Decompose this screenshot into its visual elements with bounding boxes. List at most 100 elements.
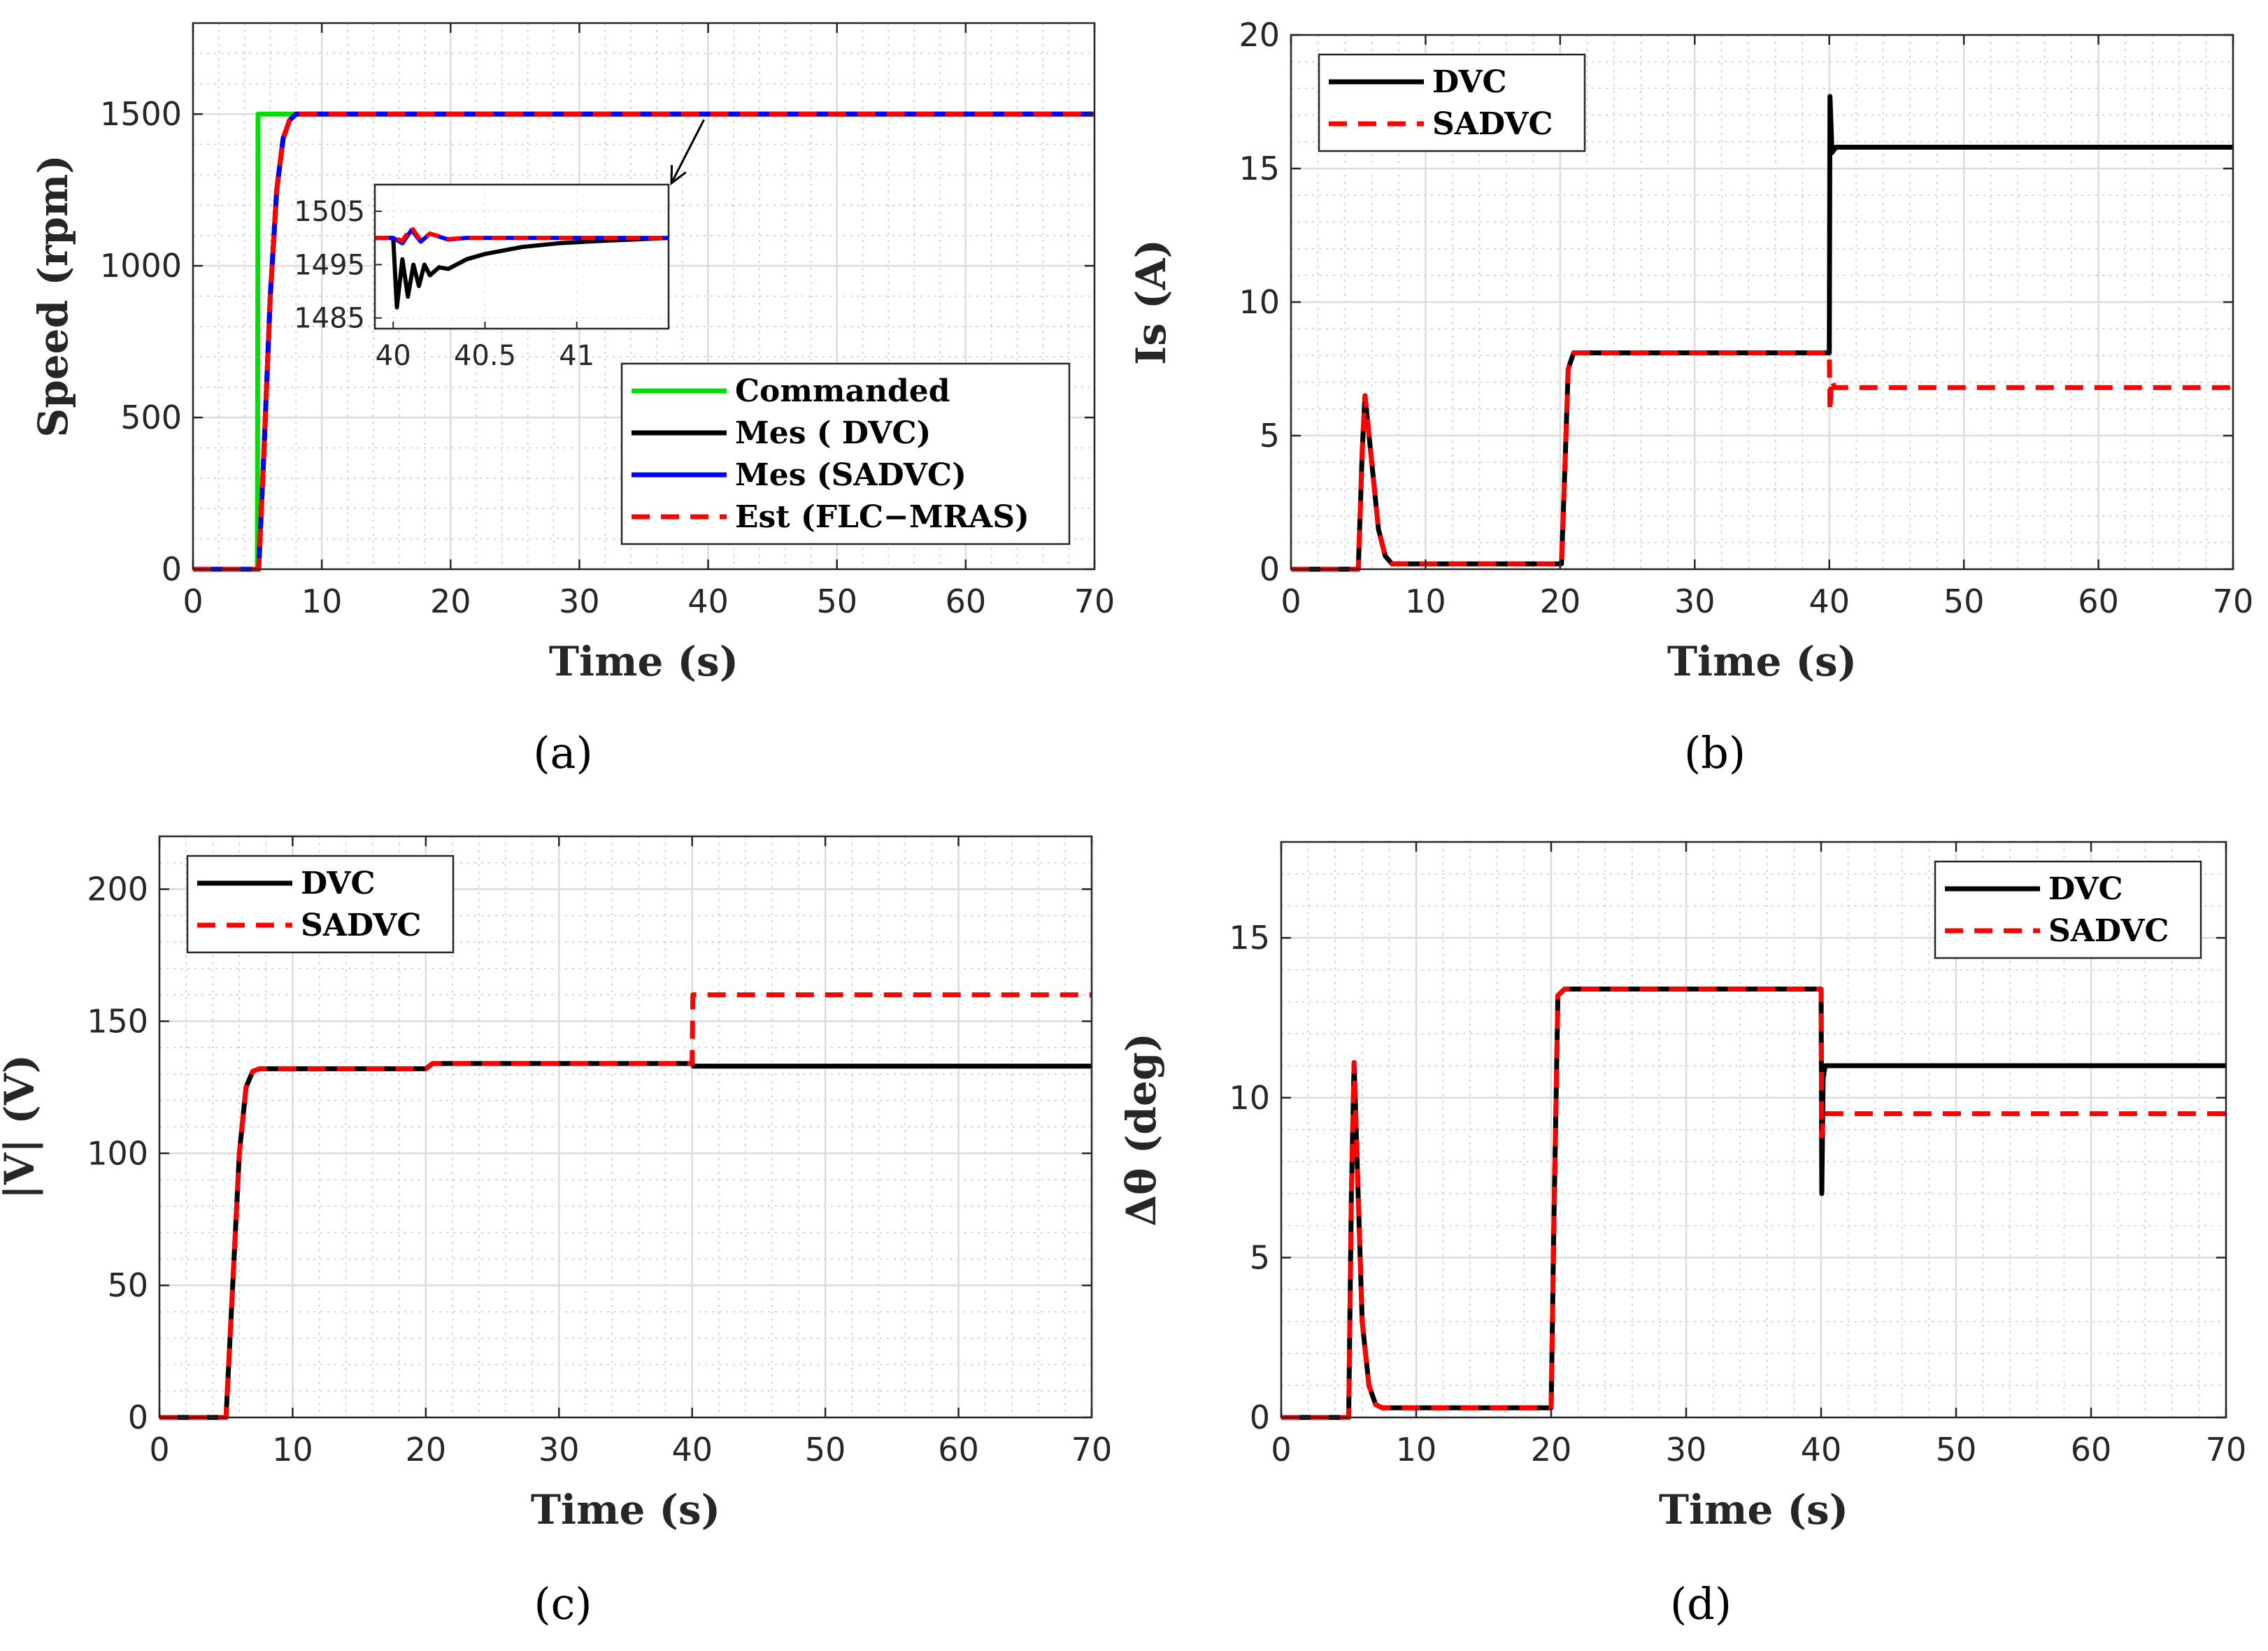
series-line-SADVC	[159, 992, 1092, 1420]
y-tick-label: 100	[87, 1134, 148, 1172]
chart-speed: 0 10 20 30 40 50 60 70 0 500 1000 1500 Time (s) Speed…	[29, 22, 1115, 685]
inset-series-line	[375, 225, 669, 243]
series-line-SADVC	[1281, 986, 2226, 1420]
inset-x-tick-label: 41	[559, 340, 594, 372]
inset-zoom: 40 40.5 41 1485 1495 1505	[294, 119, 705, 372]
legend-box	[620, 362, 1071, 545]
x-tick-label: 0	[149, 1431, 169, 1468]
y-tick-label: 15	[1239, 150, 1280, 187]
y-tick-label: 5	[1260, 417, 1280, 455]
x-tick-label: 50	[816, 583, 857, 620]
panel-label-c: (c)	[534, 1578, 592, 1629]
legend-box	[186, 855, 455, 954]
y-tick-label: 1000	[100, 247, 182, 285]
x-tick-label: 10	[1405, 583, 1446, 620]
legend-entry: DVC	[301, 866, 376, 901]
inset-y-tick-label: 1505	[294, 196, 365, 228]
inset-background	[375, 185, 669, 329]
inset-y-tick-label: 1485	[294, 303, 365, 335]
y-tick-label: 10	[1239, 283, 1280, 321]
y-tick-label: 150	[87, 1002, 148, 1040]
y-tick-label: 0	[1250, 1399, 1270, 1436]
x-axis-label: Time (s)	[531, 1486, 720, 1534]
x-tick-label: 0	[183, 583, 203, 620]
inset-arrow-head	[670, 164, 687, 186]
legend-entry: Mes (SADVC)	[735, 457, 967, 493]
x-tick-label: 40	[687, 583, 729, 620]
x-tick-label: 60	[938, 1431, 979, 1468]
inset-x-tick-label: 40	[376, 340, 411, 372]
legend: DVC SADVC	[186, 855, 455, 954]
legend-entry: Commanded	[735, 373, 950, 409]
inset-x-tick-label: 40.5	[454, 340, 516, 372]
y-tick-label: 0	[162, 550, 182, 588]
legend-entry: Mes ( DVC)	[735, 415, 931, 451]
y-tick-label: 5	[1250, 1238, 1270, 1276]
x-tick-label: 50	[805, 1431, 846, 1468]
legend-entry: DVC	[1432, 64, 1507, 100]
legend-entry: SADVC	[1432, 106, 1553, 142]
x-tick-label: 40	[1809, 583, 1850, 620]
x-tick-label: 10	[301, 583, 343, 620]
y-tick-label: 10	[1229, 1079, 1270, 1117]
x-axis-label: Time (s)	[1667, 638, 1857, 685]
y-axis-label: Is (A)	[1127, 239, 1175, 365]
chart-load-angle: 0 10 20 30 40 50 60 70 0 5 10 15 Time (s) Δθ (deg) DVC…	[1118, 841, 2247, 1534]
legend-entry: Est (FLC−MRAS)	[735, 499, 1029, 535]
x-tick-label: 30	[559, 583, 600, 620]
y-tick-label: 1500	[100, 95, 182, 133]
panel-label-a: (a)	[533, 727, 592, 778]
x-tick-label: 70	[2213, 583, 2254, 620]
legend-box	[1934, 860, 2202, 959]
x-tick-label: 20	[1531, 1431, 1572, 1468]
x-tick-label: 40	[1801, 1431, 1842, 1468]
y-tick-label: 500	[120, 399, 182, 436]
y-tick-label: 0	[1260, 550, 1280, 588]
y-tick-label: 50	[107, 1266, 148, 1304]
axes-frame	[192, 22, 1096, 571]
x-tick-label: 10	[272, 1431, 313, 1468]
legend-entry: SADVC	[301, 908, 421, 943]
y-tick-label: 0	[128, 1399, 148, 1436]
panel-label-d: (d)	[1670, 1578, 1732, 1629]
y-tick-label: 20	[1239, 16, 1280, 54]
legend: Commanded Mes ( DVC) Mes (SADVC) Est (FLC−M…	[620, 362, 1071, 545]
legend: DVC SADVC	[1318, 53, 1586, 152]
chart-stator-current: 0 10 20 30 40 50 60 70 0 5 10 15 20 Time (s) Is (A) DVC…	[1127, 16, 2253, 685]
inset-y-tick-label: 1495	[294, 249, 365, 281]
x-tick-label: 40	[671, 1431, 713, 1468]
x-tick-label: 30	[1674, 583, 1716, 620]
legend-entry: DVC	[2048, 871, 2123, 907]
x-tick-label: 30	[1666, 1431, 1707, 1468]
x-axis-label: Time (s)	[1659, 1486, 1848, 1534]
x-tick-label: 20	[406, 1431, 447, 1468]
y-tick-label: 15	[1229, 919, 1270, 957]
x-axis-label: Time (s)	[549, 638, 739, 685]
legend-entry: SADVC	[2048, 913, 2169, 949]
inset-frame	[373, 183, 670, 330]
y-axis-label: Δθ (deg)	[1118, 1033, 1165, 1227]
chart-voltage: 0 10 20 30 40 50 60 70 0 50 100 150 200 Time (s) |V| (…	[0, 835, 1112, 1534]
x-tick-label: 50	[1936, 1431, 1977, 1468]
x-tick-label: 20	[1540, 583, 1581, 620]
series-line-Est (FLC−MRAS)	[193, 111, 1094, 572]
legend-box	[1318, 53, 1586, 152]
series-line-SADVC	[1291, 350, 2233, 572]
x-tick-label: 0	[1271, 1431, 1291, 1468]
x-tick-label: 10	[1396, 1431, 1437, 1468]
x-tick-label: 70	[1074, 583, 1115, 620]
y-axis-label: |V| (V)	[0, 1055, 43, 1199]
x-tick-label: 50	[1944, 583, 1985, 620]
x-tick-label: 20	[430, 583, 471, 620]
axes-frame	[1280, 841, 2227, 1419]
y-tick-label: 200	[87, 871, 148, 908]
x-tick-label: 60	[946, 583, 987, 620]
panel-label-b: (b)	[1684, 727, 1746, 778]
y-axis-label: Speed (rpm)	[29, 155, 77, 437]
x-tick-label: 70	[2206, 1431, 2247, 1468]
legend: DVC SADVC	[1934, 860, 2202, 959]
inset-series-line	[375, 236, 669, 310]
inset-arrow-line	[670, 119, 705, 184]
x-tick-label: 60	[2078, 583, 2119, 620]
